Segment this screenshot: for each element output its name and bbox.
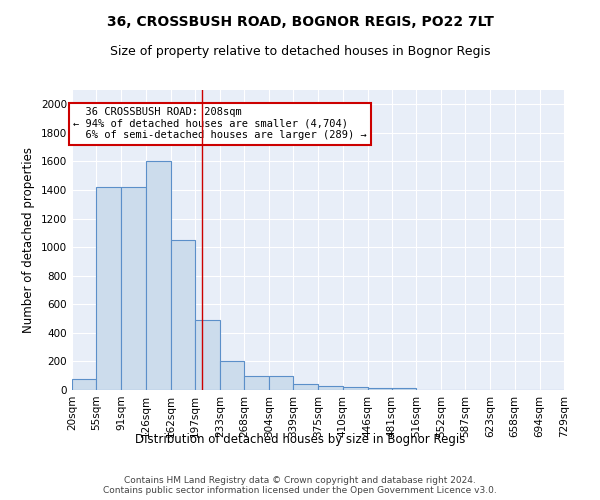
Text: Distribution of detached houses by size in Bognor Regis: Distribution of detached houses by size … <box>135 432 465 446</box>
Bar <box>170 240 195 390</box>
Bar <box>121 187 146 390</box>
Y-axis label: Number of detached properties: Number of detached properties <box>22 147 35 333</box>
Bar <box>293 384 319 390</box>
Text: Contains HM Land Registry data © Crown copyright and database right 2024.
Contai: Contains HM Land Registry data © Crown c… <box>103 476 497 495</box>
Bar <box>195 320 220 390</box>
Text: 36, CROSSBUSH ROAD, BOGNOR REGIS, PO22 7LT: 36, CROSSBUSH ROAD, BOGNOR REGIS, PO22 7… <box>107 15 493 29</box>
Bar <box>368 388 392 390</box>
Bar <box>220 362 244 390</box>
Bar <box>319 386 343 390</box>
Bar <box>96 187 121 390</box>
Bar <box>392 388 416 390</box>
Bar <box>269 376 293 390</box>
Bar <box>146 162 170 390</box>
Text: 36 CROSSBUSH ROAD: 208sqm  
← 94% of detached houses are smaller (4,704)
  6% of: 36 CROSSBUSH ROAD: 208sqm ← 94% of detac… <box>73 107 367 140</box>
Bar <box>72 378 96 390</box>
Text: Size of property relative to detached houses in Bognor Regis: Size of property relative to detached ho… <box>110 45 490 58</box>
Bar <box>343 387 368 390</box>
Bar <box>244 376 269 390</box>
